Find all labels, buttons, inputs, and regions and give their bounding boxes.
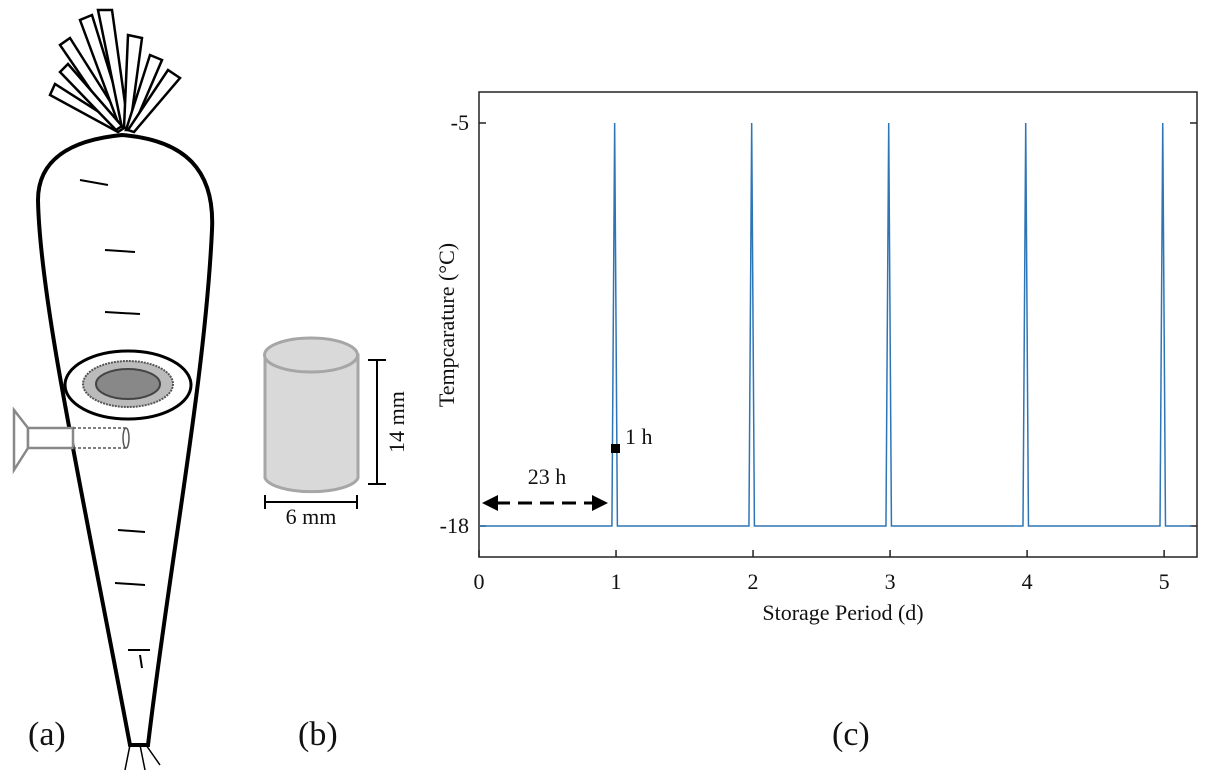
x-tick-label: 0 [474,569,485,594]
x-tick-label: 5 [1159,569,1170,594]
y-tick-label: -18 [440,513,469,538]
annotation-arrowhead [592,495,608,511]
width-label: 6 mm [286,504,337,529]
sample-cylinder [263,336,360,494]
panel-label: (c) [832,716,870,753]
panel-label: (b) [298,716,338,753]
panel-label: (a) [28,716,66,753]
axes-box [478,91,1198,558]
y-axis-label: Tempcarature (°C) [434,243,459,407]
x-tick-label: 2 [748,569,759,594]
annotation: 1 h [625,424,653,449]
y-tick-label: -5 [451,110,469,135]
carrot-drawing [12,8,215,771]
x-tick-label: 4 [1022,569,1033,594]
annotation-marker [611,444,620,453]
plot: 0 1 2 3 4 5 -18 -5 Storage Period (d) Tempcaratur… [434,91,1198,625]
data-line [479,122,1192,527]
dimension-lines [264,359,386,509]
height-label: 14 mm [384,391,409,453]
annotation: 23 h [528,464,567,489]
x-axis-label: Storage Period (d) [762,600,923,625]
annotation-arrowhead [482,495,498,511]
x-tick-label: 1 [611,569,622,594]
x-tick-label: 3 [885,569,896,594]
